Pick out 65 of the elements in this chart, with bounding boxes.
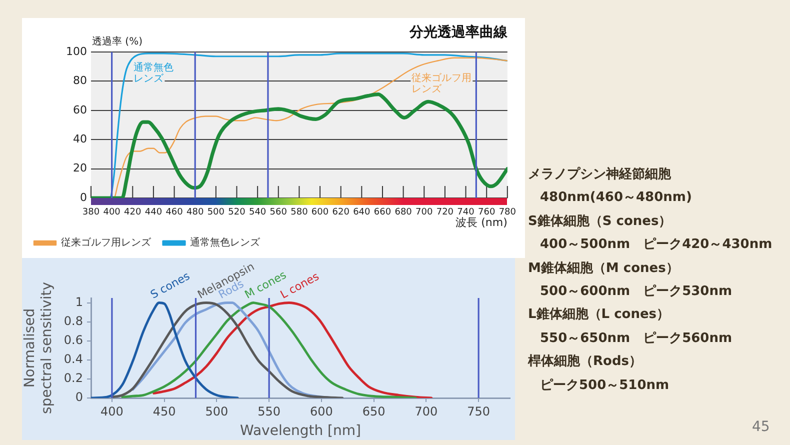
x-tick-label: 700	[416, 208, 433, 218]
text: 桿体細胞（Rods）	[528, 353, 642, 372]
x-tick-label: 660	[374, 208, 392, 218]
y-tick-label: 0.6	[64, 332, 83, 347]
x-tick-label: 680	[394, 208, 412, 218]
x-tick-label: 780	[498, 208, 516, 218]
y-axis-title: 透過率 (%)	[92, 36, 143, 48]
x-tick-label: 560	[270, 208, 288, 218]
x-tick-label: 580	[290, 208, 308, 218]
x-tick-label: 620	[332, 208, 350, 218]
legend-label: 通常無色レンズ	[190, 236, 261, 249]
line-series	[121, 302, 417, 398]
x-tick-label: 520	[228, 208, 246, 218]
y-tick-label: 20	[73, 162, 87, 175]
text: 従来ゴルフ用レンズ	[412, 72, 472, 95]
x-axis-title: 波長 (nm)	[456, 216, 508, 229]
x-tick-label: 420	[124, 208, 142, 218]
text: S錐体細胞（S cones）	[528, 212, 672, 231]
x-tick-label: 460	[166, 208, 184, 218]
x-tick-label: 380	[82, 208, 100, 218]
x-tick-label: 760	[478, 208, 496, 218]
y-tick-label: 0	[80, 190, 87, 204]
text: 45	[752, 418, 770, 436]
x-tick-label: 450	[152, 404, 176, 418]
text: M錐体細胞（M cones）	[528, 260, 679, 278]
y-tick-label: 1	[75, 294, 83, 309]
y-tick-label: 40	[73, 132, 87, 146]
x-tick-label: 700	[414, 404, 438, 418]
x-tick-label: 500	[205, 404, 228, 418]
x-tick-label: 600	[310, 404, 333, 418]
x-axis-title: Wavelength [nm]	[240, 423, 361, 440]
x-tick-label: 750	[467, 404, 490, 418]
text: メラノプシン神経節細胞	[528, 166, 671, 184]
chart-title: 分光透過率曲線	[408, 24, 508, 41]
y-tick-label: 0.4	[64, 352, 83, 366]
x-tick-label: 400	[103, 208, 121, 218]
x-tick-label: 600	[311, 208, 329, 218]
y-axis-title: Normalised spectral sensitivity	[22, 282, 55, 414]
y-tick-label: 100	[66, 44, 87, 58]
x-tick-label: 480	[186, 208, 204, 218]
text: 480nm(460～480nm)	[540, 189, 692, 208]
y-tick-label: 80	[73, 74, 87, 88]
y-tick-label: 0.2	[64, 371, 83, 386]
text: ピーク500～510nm	[540, 376, 670, 395]
line-series	[152, 302, 433, 398]
legend-label: 従来ゴルフ用レンズ	[61, 236, 152, 249]
x-tick-label: 540	[248, 208, 266, 218]
x-tick-label: 500	[207, 208, 225, 218]
x-tick-label: 550	[258, 404, 281, 418]
line-series	[91, 302, 239, 398]
text: 通常無色レンズ	[134, 62, 174, 85]
x-tick-label: 740	[457, 208, 475, 218]
y-tick-label: 60	[73, 103, 87, 116]
text: 500～600nm ピーク530nm	[540, 283, 732, 301]
x-tick-label: 440	[144, 208, 162, 218]
x-tick-label: 640	[353, 208, 371, 218]
x-tick-label: 720	[436, 208, 454, 218]
text: 550～650nm ピーク560nm	[540, 330, 732, 348]
line-series	[91, 92, 508, 198]
x-tick-label: 400	[100, 404, 124, 418]
y-tick-label: 0.8	[64, 314, 83, 328]
text: 400～500nm ピーク420～430nm	[540, 236, 772, 254]
x-tick-label: 650	[362, 404, 386, 418]
text: L錐体細胞（L cones）	[528, 306, 670, 324]
y-tick-label: 0	[75, 390, 83, 404]
